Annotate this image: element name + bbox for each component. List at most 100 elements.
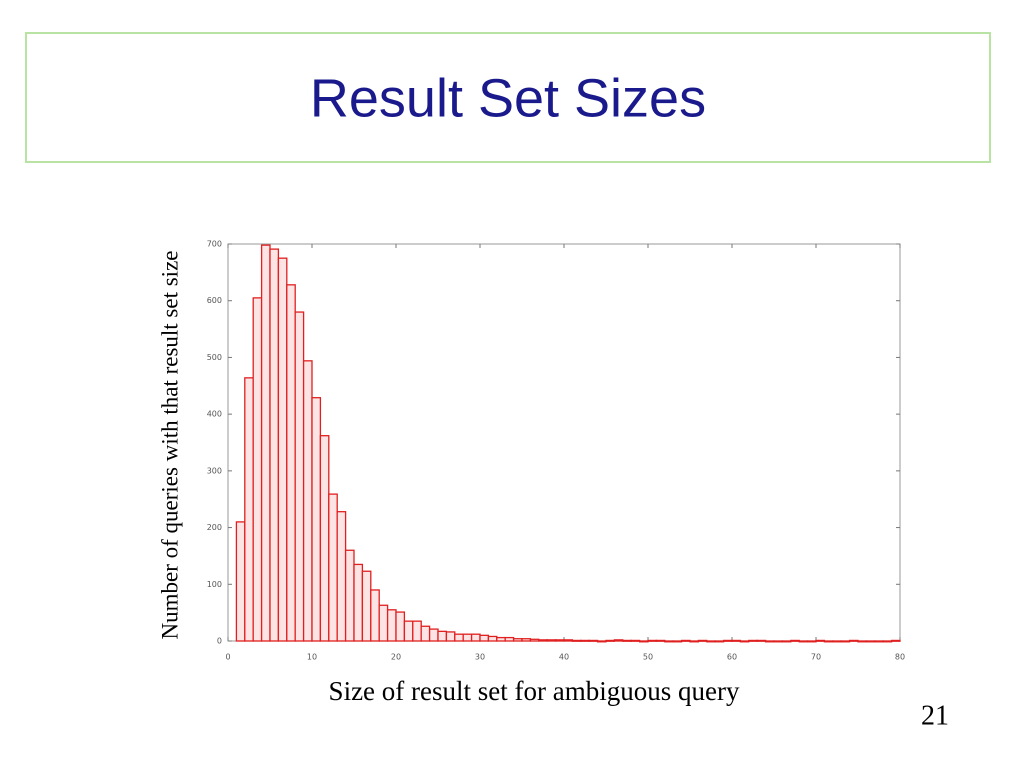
bar: [815, 639, 826, 642]
bar: [865, 640, 876, 643]
x-tick-label: 0: [225, 653, 230, 662]
y-tick-label: 200: [207, 523, 222, 532]
bar: [781, 640, 792, 643]
bar: [630, 639, 641, 642]
x-tick-label: 50: [643, 653, 653, 662]
bar: [848, 639, 859, 642]
bar: [470, 633, 481, 642]
bar: [722, 639, 733, 642]
bar: [680, 639, 691, 642]
y-tick-label: 100: [207, 580, 222, 589]
x-tick-label: 60: [727, 653, 737, 662]
bar: [554, 639, 565, 642]
bar: [462, 633, 473, 642]
bar: [773, 640, 784, 643]
bar: [437, 630, 448, 642]
bar: [286, 284, 296, 642]
bar: [454, 633, 464, 642]
bar: [344, 549, 355, 642]
bar: [235, 521, 246, 642]
bar: [739, 640, 750, 643]
bar: [672, 640, 683, 643]
bar: [571, 639, 582, 642]
y-tick-label: 400: [207, 410, 222, 419]
bar: [386, 609, 397, 642]
bar: [823, 640, 834, 643]
bar: [756, 639, 767, 642]
slide-title: Result Set Sizes: [310, 68, 706, 128]
y-tick-label: 0: [217, 637, 222, 646]
bar: [361, 570, 372, 642]
bar: [370, 589, 380, 642]
bar: [420, 625, 431, 642]
bar: [487, 635, 498, 642]
x-tick-label: 80: [895, 653, 905, 662]
bar: [378, 604, 389, 642]
bar: [874, 640, 884, 643]
bar: [529, 638, 540, 642]
title-box: [25, 32, 991, 163]
bar: [395, 611, 406, 642]
bar: [277, 257, 288, 642]
bar: [613, 639, 624, 642]
y-tick-label: 300: [207, 466, 222, 475]
bar: [412, 620, 422, 642]
bar: [546, 639, 557, 642]
bar: [538, 639, 548, 642]
bar: [655, 639, 666, 642]
bar: [790, 639, 800, 642]
bar: [504, 636, 515, 642]
x-axis-label: Size of result set for ambiguous query: [329, 676, 740, 706]
bar: [689, 640, 700, 643]
bar: [496, 636, 506, 642]
bar: [512, 638, 523, 642]
bar: [479, 634, 490, 642]
bar: [269, 248, 280, 642]
bar: [319, 435, 330, 642]
page-number: 21: [921, 700, 949, 731]
y-tick-label: 600: [207, 296, 222, 305]
bar: [798, 640, 809, 643]
bar: [445, 631, 456, 642]
x-tick-label: 30: [475, 653, 485, 662]
bar: [890, 639, 901, 642]
bar: [638, 640, 649, 643]
bar: [731, 639, 742, 642]
bar: [328, 493, 338, 642]
bar: [706, 640, 716, 643]
bar: [563, 639, 574, 642]
bar: [764, 640, 775, 643]
bar: [622, 639, 632, 642]
bar: [605, 639, 616, 642]
bar: [714, 640, 725, 643]
bar: [647, 639, 658, 642]
bar: [697, 639, 708, 642]
bar: [748, 639, 758, 642]
x-tick-label: 10: [307, 653, 317, 662]
bar: [353, 563, 364, 642]
bar: [403, 620, 414, 642]
bar: [336, 511, 347, 642]
bar: [311, 397, 322, 642]
bar: [806, 640, 817, 643]
bar: [664, 640, 674, 643]
bar: [840, 640, 851, 643]
bar: [521, 638, 532, 642]
bar: [294, 311, 305, 642]
bar: [428, 628, 439, 642]
bar: [882, 640, 893, 643]
y-axis-label: Number of queries with that result set s…: [157, 251, 182, 640]
bar: [302, 360, 313, 642]
x-tick-label: 70: [811, 653, 821, 662]
bar: [580, 639, 590, 642]
bar: [252, 297, 263, 642]
x-tick-label: 40: [559, 653, 569, 662]
bar: [260, 244, 271, 642]
bar: [857, 640, 868, 643]
y-tick-label: 700: [207, 240, 222, 249]
y-tick-label: 500: [207, 353, 222, 362]
x-tick-label: 20: [391, 653, 401, 662]
bar: [588, 639, 599, 642]
bar: [244, 377, 254, 642]
